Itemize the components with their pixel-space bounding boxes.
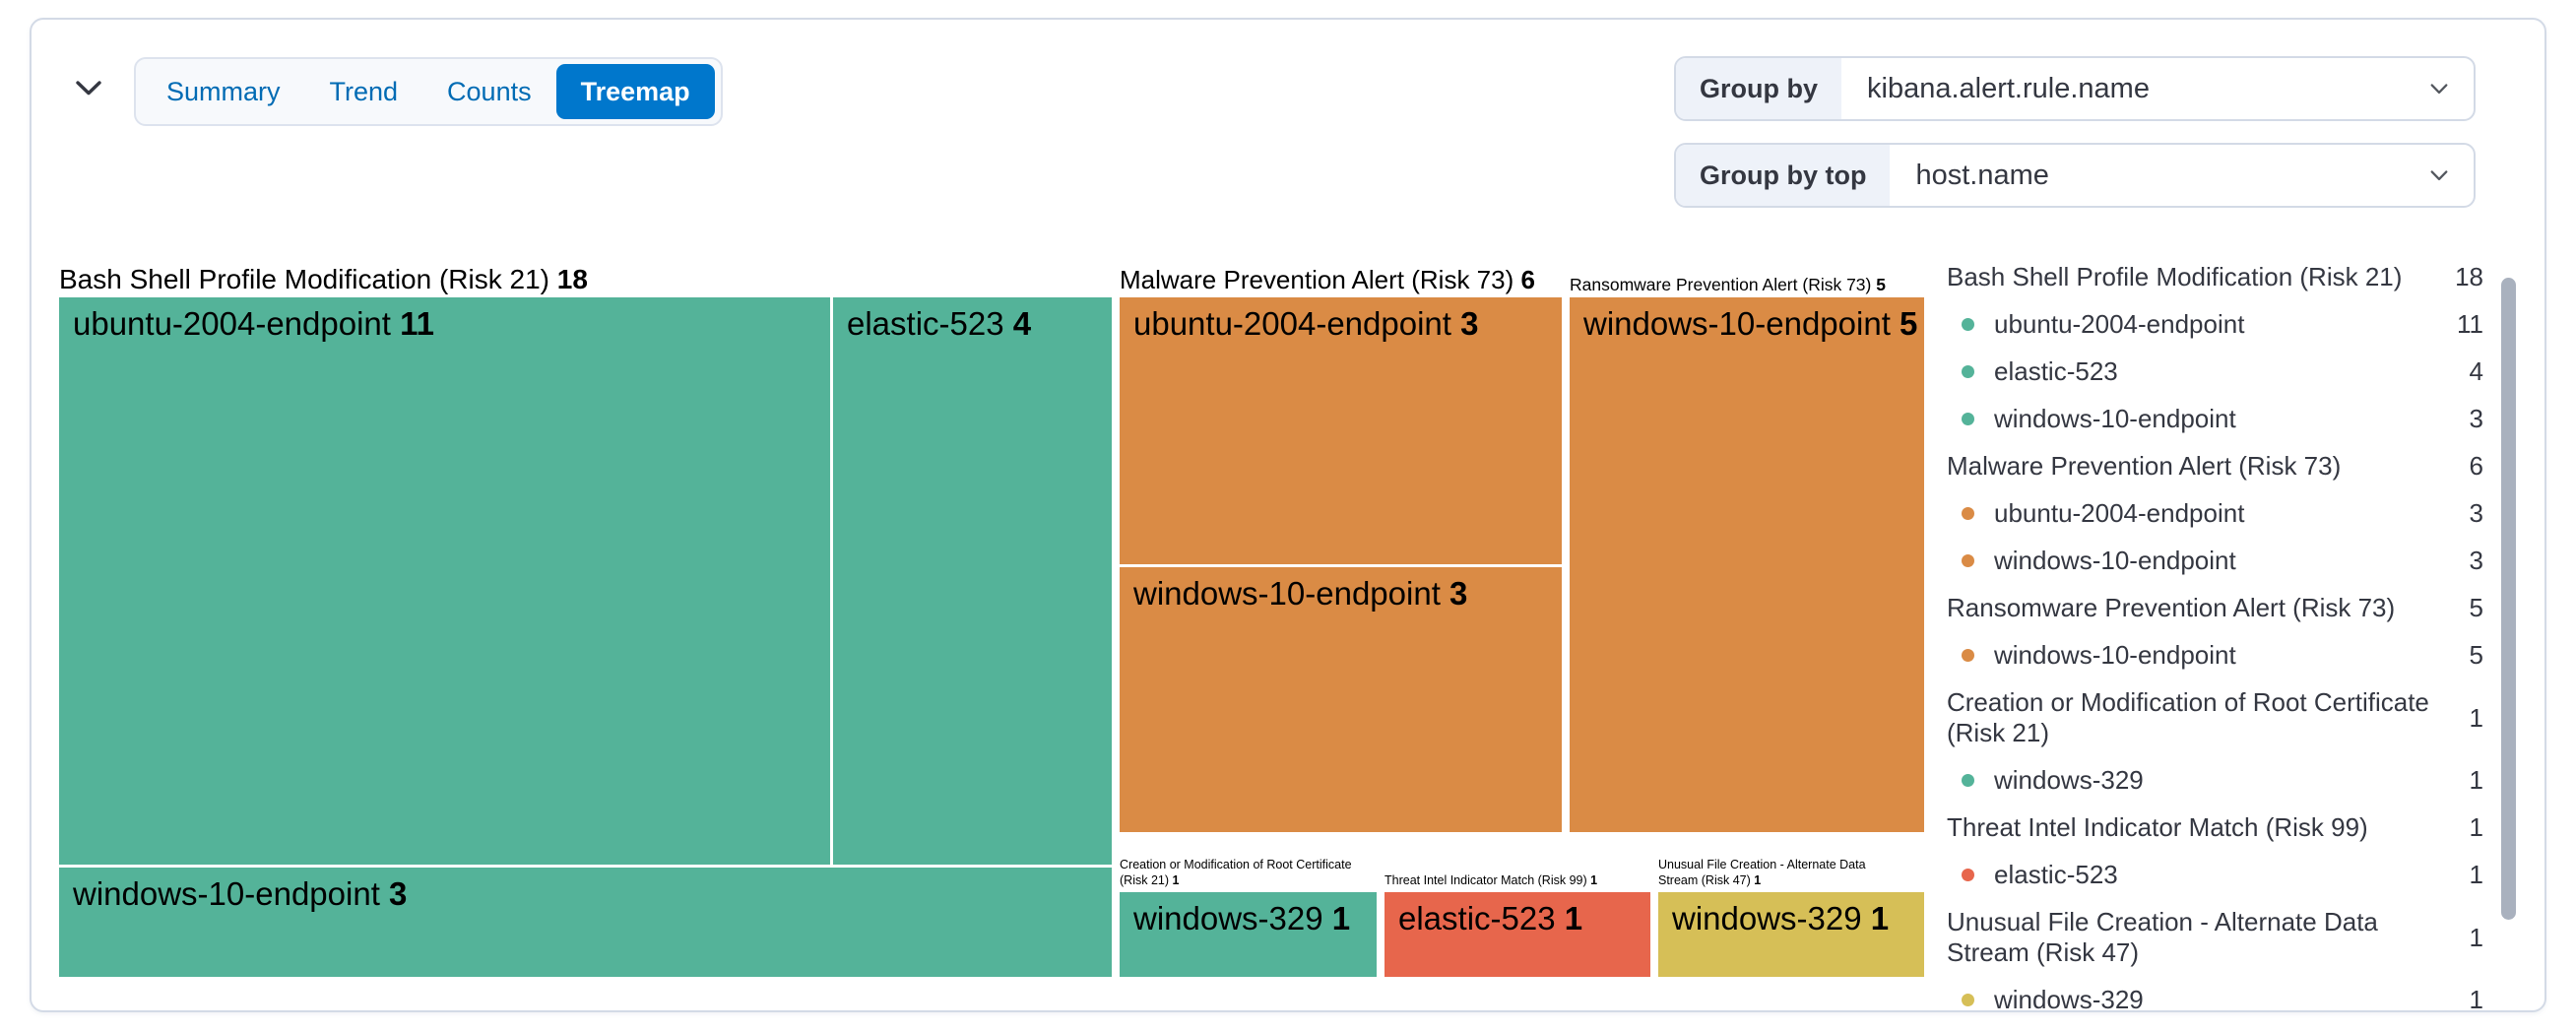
legend-group-row[interactable]: Bash Shell Profile Modification (Risk 21… [1947,254,2483,301]
treemap-tile[interactable]: windows-10-endpoint 3 [59,868,1112,977]
treemap-group-label: Unusual File Creation - Alternate Data S… [1658,858,1866,887]
group-by-top-label: Group by top [1676,145,1891,206]
legend-value: 1 [2469,765,2483,795]
legend-value: 18 [2455,262,2483,291]
tab-counts[interactable]: Counts [422,64,556,119]
legend-value: 1 [2469,860,2483,889]
legend-label: windows-10-endpoint [1994,404,2236,433]
legend-color-dot-icon [1962,554,1974,567]
treemap-tile[interactable]: windows-329 1 [1120,892,1377,977]
legend-value: 1 [2469,702,2483,733]
group-by-top-value: host.name [1915,159,2049,191]
legend-item-row[interactable]: windows-329 1 [1947,977,2483,1024]
legend-item-row[interactable]: windows-10-endpoint 5 [1947,632,2483,679]
treemap-tile[interactable]: windows-10-endpoint 5 [1570,297,1924,832]
legend-value: 11 [2457,309,2483,339]
legend-group-row[interactable]: Unusual File Creation - Alternate Data S… [1947,899,2483,977]
legend-item-row[interactable]: elastic-523 1 [1947,852,2483,899]
legend-label: ubuntu-2004-endpoint [1994,309,2245,339]
legend-label: Malware Prevention Alert (Risk 73) [1947,451,2342,481]
chevron-down-icon [2426,58,2474,119]
legend-color-dot-icon [1962,365,1974,378]
treemap: Bash Shell Profile Modification (Risk 21… [59,260,1924,977]
legend-label: windows-329 [1994,985,2144,1014]
legend-label: Creation or Modification of Root Certifi… [1947,687,2429,747]
legend-value: 5 [2469,640,2483,670]
group-by-top-select[interactable]: Group by top host.name [1674,143,2476,208]
view-selector-button-group: Summary Trend Counts Treemap [134,57,723,126]
legend-item-row[interactable]: windows-329 1 [1947,757,2483,805]
tab-treemap[interactable]: Treemap [555,64,715,119]
legend-item-row[interactable]: ubuntu-2004-endpoint 11 [1947,301,2483,349]
legend-value: 3 [2469,404,2483,433]
legend-color-dot-icon [1962,869,1974,881]
legend-scrollbar[interactable] [2501,278,2516,920]
legend-color-dot-icon [1962,413,1974,425]
legend-value: 3 [2469,498,2483,528]
group-by-select[interactable]: Group by kibana.alert.rule.name [1674,56,2476,121]
treemap-tile[interactable]: elastic-523 1 [1385,892,1650,977]
treemap-tile[interactable]: ubuntu-2004-endpoint 11 [59,297,830,865]
legend-color-dot-icon [1962,507,1974,520]
treemap-group-label: Malware Prevention Alert (Risk 73) 6 [1120,265,1535,294]
legend-value: 1 [2469,922,2483,952]
treemap-tile[interactable]: ubuntu-2004-endpoint 3 [1120,297,1562,564]
group-by-label: Group by [1676,58,1841,119]
legend-value: 1 [2469,812,2483,842]
treemap-group-label: Creation or Modification of Root Certifi… [1120,858,1352,887]
tab-summary[interactable]: Summary [142,64,305,119]
legend-color-dot-icon [1962,774,1974,787]
legend-label: Threat Intel Indicator Match (Risk 99) [1947,812,2368,842]
legend-item-row[interactable]: ubuntu-2004-endpoint 3 [1947,490,2483,538]
tab-trend[interactable]: Trend [305,64,423,119]
legend-value: 6 [2469,451,2483,481]
legend-label: Unusual File Creation - Alternate Data S… [1947,907,2378,967]
legend-group-row[interactable]: Threat Intel Indicator Match (Risk 99) 1 [1947,805,2483,852]
legend-item-row[interactable]: windows-10-endpoint 3 [1947,538,2483,585]
group-by-value: kibana.alert.rule.name [1867,72,2150,104]
treemap-group-label: Ransomware Prevention Alert (Risk 73) 5 [1570,275,1886,294]
legend-label: elastic-523 [1994,860,2118,889]
legend-value: 1 [2469,985,2483,1014]
treemap-tile[interactable]: elastic-523 4 [833,297,1112,865]
legend-value: 5 [2469,593,2483,622]
legend-color-dot-icon [1962,318,1974,331]
legend-label: Bash Shell Profile Modification (Risk 21… [1947,262,2403,291]
legend-item-row[interactable]: elastic-523 4 [1947,349,2483,396]
collapse-panel-button[interactable] [61,61,116,116]
legend-label: windows-10-endpoint [1994,640,2236,670]
treemap-tile[interactable]: windows-10-endpoint 3 [1120,567,1562,832]
legend-color-dot-icon [1962,649,1974,662]
legend-label: windows-329 [1994,765,2144,795]
legend-label: Ransomware Prevention Alert (Risk 73) [1947,593,2396,622]
legend-value: 4 [2469,356,2483,386]
legend-label: elastic-523 [1994,356,2118,386]
legend-value: 3 [2469,546,2483,575]
legend-label: windows-10-endpoint [1994,546,2236,575]
chevron-down-icon [73,72,104,106]
legend-item-row[interactable]: windows-10-endpoint 3 [1947,396,2483,443]
alerts-panel: Summary Trend Counts Treemap Group by ki… [30,18,2546,1014]
treemap-legend: Bash Shell Profile Modification (Risk 21… [1947,254,2483,1024]
legend-label: ubuntu-2004-endpoint [1994,498,2245,528]
legend-group-row[interactable]: Ransomware Prevention Alert (Risk 73) 5 [1947,585,2483,632]
chevron-down-icon [2426,145,2474,206]
legend-color-dot-icon [1962,994,1974,1006]
treemap-tile[interactable]: windows-329 1 [1658,892,1924,977]
legend-group-row[interactable]: Malware Prevention Alert (Risk 73) 6 [1947,443,2483,490]
treemap-group-label: Bash Shell Profile Modification (Risk 21… [59,264,588,294]
treemap-group-label: Threat Intel Indicator Match (Risk 99) 1 [1385,873,1598,887]
legend-group-row[interactable]: Creation or Modification of Root Certifi… [1947,679,2483,757]
